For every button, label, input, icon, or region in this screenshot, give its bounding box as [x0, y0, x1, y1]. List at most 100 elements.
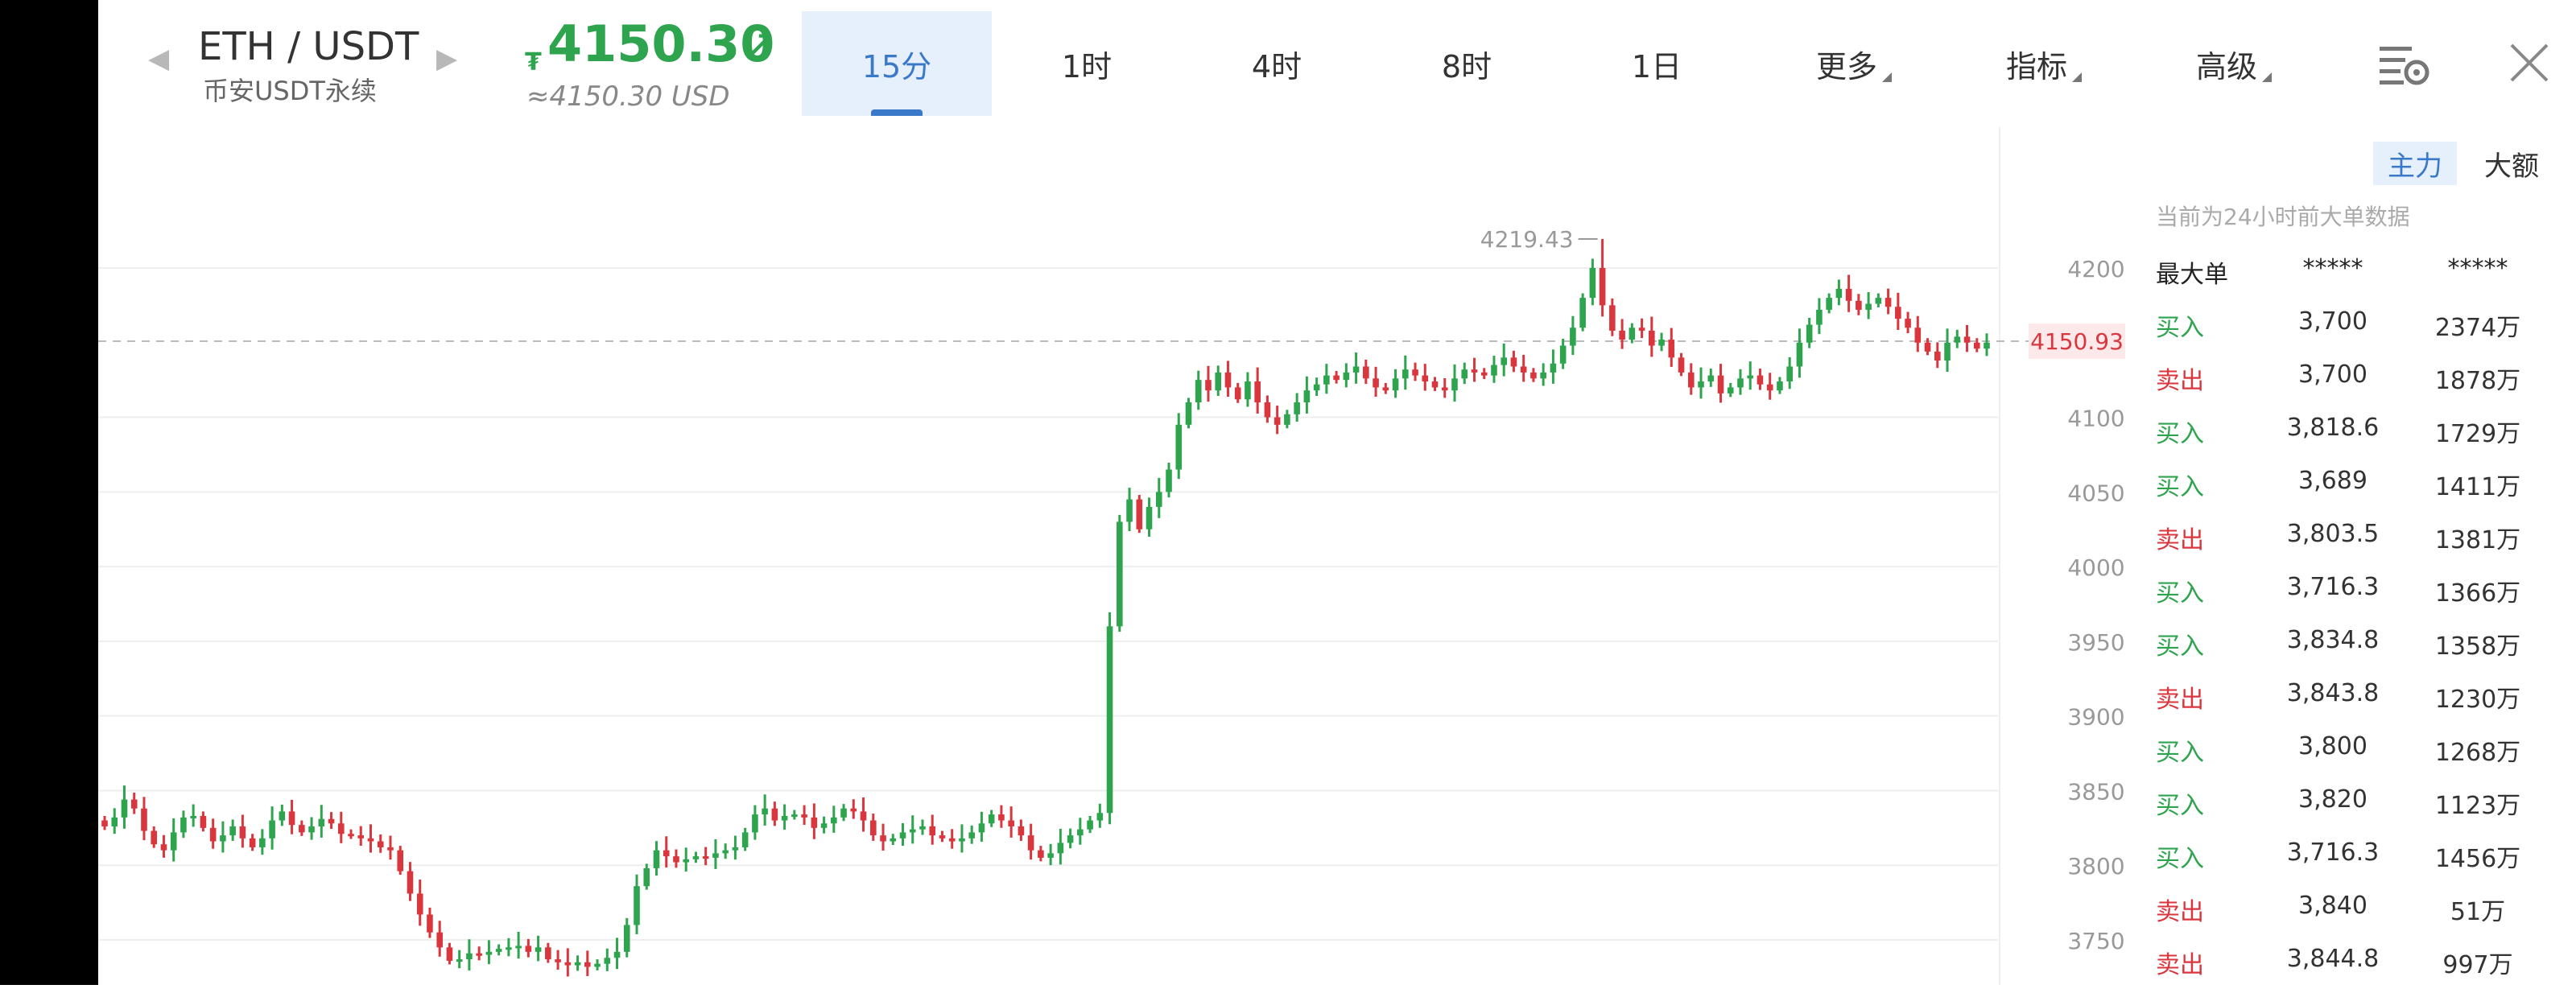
exchange-label: 币安USDT永续: [203, 76, 377, 106]
order-side: 卖出: [2156, 367, 2204, 395]
candle-body: [1865, 303, 1872, 310]
candle-body: [1737, 378, 1744, 388]
candle-body: [840, 808, 847, 818]
candle-body: [1658, 340, 1665, 346]
candle-body: [1707, 375, 1715, 382]
tab-interval-1[interactable]: 1时: [992, 11, 1182, 116]
candle-body: [515, 946, 522, 949]
candle-body: [1254, 381, 1261, 402]
candle-body: [1057, 843, 1064, 854]
candle-body: [1885, 298, 1892, 307]
tab-interval-4[interactable]: 1日: [1562, 11, 1752, 116]
candle-body: [722, 850, 729, 854]
candle-body: [1117, 521, 1123, 627]
dropdown-caret-icon: [2072, 72, 2082, 82]
candle-body: [1491, 365, 1497, 376]
candle-body: [299, 825, 305, 833]
order-row: 买入 3,716.3 1366万: [2156, 573, 2576, 621]
candle-body: [1856, 300, 1862, 310]
order-side: 买入: [2156, 473, 2204, 501]
candle-body: [683, 859, 690, 863]
candle-body: [337, 823, 345, 834]
candle-body: [1559, 345, 1567, 364]
candle-body: [1027, 835, 1034, 851]
candle-body: [130, 799, 138, 809]
order-amount: 1878万: [2434, 367, 2521, 395]
order-side: 买入: [2156, 845, 2204, 873]
active-tab-underline: [871, 109, 923, 116]
candle-body: [151, 830, 157, 845]
tab-label: 1时: [1061, 48, 1113, 84]
tab-interval-3[interactable]: 8时: [1372, 11, 1562, 116]
candle-body: [1501, 357, 1507, 365]
tab-interval-2[interactable]: 4时: [1182, 11, 1372, 116]
tab-interval-7[interactable]: 高级: [2132, 11, 2322, 116]
prev-symbol-icon[interactable]: ◀: [148, 43, 170, 75]
panel-note: 当前为24小时前大单数据: [2156, 204, 2410, 230]
candle-body: [111, 817, 118, 826]
order-price: 3,843.8: [2286, 679, 2380, 707]
order-amount: 1358万: [2434, 632, 2521, 661]
order-price: 3,834.8: [2286, 626, 2380, 654]
candle-body: [762, 808, 768, 815]
y-tick-label: 3950: [2067, 629, 2124, 656]
tab-interval-0[interactable]: 15分: [802, 11, 992, 116]
candle-body: [1570, 328, 1576, 346]
close-icon[interactable]: [2505, 39, 2553, 87]
candle-body: [1668, 340, 1675, 358]
candle-body: [1166, 469, 1172, 492]
tab-interval-5[interactable]: 更多: [1752, 11, 1942, 116]
next-symbol-icon[interactable]: ▶: [436, 43, 458, 75]
candle-body: [899, 832, 906, 838]
candle-body: [1757, 375, 1764, 385]
tab-label: 4时: [1251, 48, 1302, 84]
candle-body: [1352, 366, 1360, 373]
order-amount: 1230万: [2434, 686, 2521, 714]
candle-body: [1195, 380, 1202, 402]
candle-body: [1047, 853, 1054, 858]
candle-body: [1609, 305, 1616, 331]
chart-settings-icon[interactable]: [2376, 40, 2433, 89]
candle-body: [209, 827, 217, 842]
header-col3: *****: [2447, 254, 2508, 282]
tab-interval-6[interactable]: 指标: [1942, 11, 2132, 116]
order-price: 3,700: [2298, 307, 2368, 336]
y-tick-label: 3750: [2067, 928, 2124, 954]
symbol-title[interactable]: ETH / USDT: [198, 24, 419, 69]
candle-body: [1106, 626, 1113, 814]
candle-body: [1747, 375, 1754, 379]
candle-body: [653, 850, 660, 868]
candle-body: [1087, 820, 1093, 830]
candle-body: [141, 808, 147, 831]
tab-main-force[interactable]: 主力: [2373, 142, 2457, 185]
candle-body: [397, 850, 404, 871]
dropdown-caret-icon: [2262, 72, 2272, 82]
candle-body: [367, 838, 374, 842]
candle-body: [1461, 369, 1468, 379]
y-tick-label: 3900: [2067, 704, 2124, 731]
candle-body: [1895, 307, 1901, 319]
candle-body: [1717, 375, 1724, 393]
candle-body: [1550, 363, 1557, 373]
chart-canvas[interactable]: 4200 4100 4050 4000 3950 3900 3850 3800 3750 4150…: [98, 127, 2159, 985]
candle-body: [702, 856, 709, 859]
order-side: 买入: [2156, 632, 2204, 661]
candle-body: [1796, 342, 1803, 367]
currency-symbol: ₮: [525, 48, 542, 76]
order-amount: 1729万: [2434, 420, 2521, 448]
order-price: 3,818.6: [2286, 414, 2380, 442]
candle-body: [998, 814, 1005, 821]
tab-label: 15分: [861, 48, 932, 84]
candle-body: [466, 953, 473, 960]
order-row: 卖出 3,840 51万: [2156, 892, 2576, 940]
candle-body: [1126, 499, 1133, 522]
order-row: 买入 3,716.3 1456万: [2156, 838, 2576, 887]
candlestick-chart[interactable]: 4200 4100 4050 4000 3950 3900 3850 3800 3750 4150…: [98, 127, 2159, 985]
candle-body: [801, 814, 807, 818]
candle-body: [948, 838, 956, 842]
order-amount: 1381万: [2434, 526, 2521, 554]
tab-large-amount[interactable]: 大额: [2484, 150, 2539, 183]
candle-body: [959, 838, 965, 842]
candle-body: [781, 815, 788, 821]
order-row: 买入 3,834.8 1358万: [2156, 626, 2576, 674]
